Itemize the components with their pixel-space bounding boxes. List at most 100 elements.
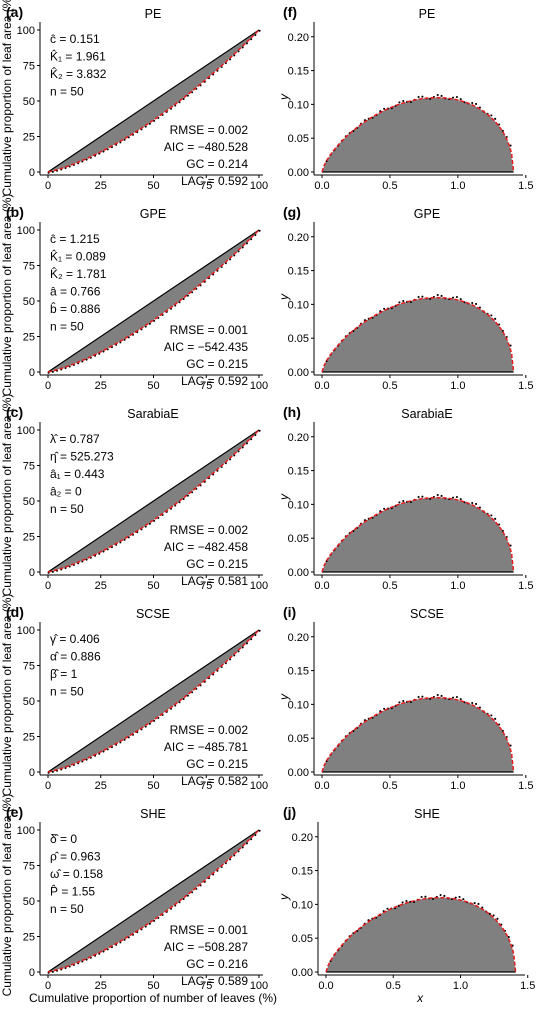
y-axis-label: y bbox=[277, 893, 291, 901]
observed-point bbox=[153, 319, 156, 322]
x-tick-label: 75 bbox=[200, 780, 212, 792]
observed-point bbox=[254, 833, 257, 837]
observed-point bbox=[490, 114, 493, 117]
observed-point bbox=[144, 925, 147, 928]
y-tick-label: 0.00 bbox=[288, 167, 309, 179]
y-tick-label: 0.05 bbox=[288, 133, 309, 145]
fit-statistic: GC = 0.215 bbox=[186, 557, 248, 571]
panel-label: (i) bbox=[283, 604, 296, 620]
observed-point bbox=[186, 694, 189, 697]
observed-point bbox=[405, 899, 408, 903]
observed-point bbox=[250, 638, 253, 641]
x-tick-label: 1.5 bbox=[518, 580, 533, 592]
observed-point bbox=[417, 695, 420, 699]
x-tick-label: 1.5 bbox=[518, 380, 533, 392]
x-tick-label: 75 bbox=[200, 180, 212, 192]
x-tick-label: 50 bbox=[147, 180, 159, 192]
observed-point bbox=[123, 538, 126, 541]
observed-point bbox=[509, 544, 512, 547]
parameter-estimate: P̂ = 1.55 bbox=[50, 884, 95, 899]
y-tick-label: 0.05 bbox=[288, 333, 309, 345]
observed-point bbox=[383, 707, 386, 710]
y-tick-label: 0.10 bbox=[288, 699, 309, 711]
observed-point bbox=[51, 970, 54, 973]
observed-point bbox=[475, 502, 478, 506]
panel-label: (h) bbox=[283, 404, 301, 420]
y-tick-label: 50 bbox=[23, 296, 35, 308]
observed-point bbox=[398, 501, 401, 504]
observed-point bbox=[245, 442, 248, 445]
y-axis-label: Cumulative proportion of leaf area (%) bbox=[0, 594, 14, 797]
observed-point bbox=[182, 897, 185, 901]
y-tick-label: 0.10 bbox=[288, 299, 309, 311]
x-tick-label: 50 bbox=[147, 380, 159, 392]
y-tick-label: 0.20 bbox=[292, 832, 313, 844]
observed-point bbox=[68, 565, 71, 568]
observed-point bbox=[148, 722, 151, 725]
x-tick-label: 0 bbox=[45, 180, 51, 192]
fit-statistic: LAC = 0.592 bbox=[181, 374, 248, 388]
parameter-estimate: b̂ = 0.886 bbox=[50, 301, 101, 316]
observed-point bbox=[85, 758, 88, 761]
observed-point bbox=[241, 446, 244, 449]
x-tick-label: 100 bbox=[250, 780, 268, 792]
panel-title: SHE bbox=[414, 807, 440, 821]
observed-point bbox=[383, 107, 386, 110]
observed-point bbox=[494, 517, 497, 520]
y-tick-label: 0.00 bbox=[288, 767, 309, 779]
observed-point bbox=[455, 295, 458, 299]
y-tick-label: 0.00 bbox=[288, 367, 309, 379]
observed-point bbox=[475, 702, 478, 706]
equality-line bbox=[47, 829, 260, 973]
observed-point bbox=[488, 912, 491, 915]
observed-point bbox=[178, 901, 181, 904]
observed-point bbox=[398, 301, 401, 304]
observed-point bbox=[509, 144, 512, 147]
panel-j: (j) SHE 0.0 0.5 1.0 1.5 0.00 0.05 0.10 0.15 0.20 y x bbox=[277, 804, 535, 1005]
x-tick-label: 0 bbox=[45, 780, 51, 792]
observed-point bbox=[233, 254, 236, 257]
observed-point bbox=[51, 370, 54, 373]
parameter-estimate: λ̂ = 0.787 bbox=[50, 432, 100, 446]
x-tick-label: 50 bbox=[147, 580, 159, 592]
observed-point bbox=[439, 893, 442, 897]
y-tick-label: 75 bbox=[23, 61, 35, 73]
observed-point bbox=[459, 298, 462, 301]
panel-label: (j) bbox=[283, 804, 296, 820]
parameter-estimate: δ̂ = 0 bbox=[50, 832, 77, 846]
observed-point bbox=[148, 522, 151, 525]
y-tick-label: 0.05 bbox=[288, 733, 309, 745]
y-tick-label: 0 bbox=[29, 567, 35, 579]
parameter-estimate: β̂ = 1 bbox=[50, 667, 78, 681]
observed-point bbox=[245, 642, 248, 645]
panel-i: (i) SCSE 0.0 0.5 1.0 1.5 0.00 0.05 0.10 0.15 0.20 y bbox=[277, 604, 533, 792]
y-axis-label: y bbox=[277, 293, 291, 301]
x-tick-label: 0.0 bbox=[314, 180, 329, 192]
x-tick-label: 25 bbox=[95, 380, 107, 392]
observed-point bbox=[51, 770, 54, 773]
fit-statistic: AIC = −482.458 bbox=[164, 540, 248, 554]
equality-line bbox=[47, 629, 260, 773]
y-tick-label: 25 bbox=[23, 132, 35, 144]
fit-statistic: GC = 0.216 bbox=[186, 957, 248, 971]
observed-point bbox=[178, 301, 181, 304]
x-tick-label: 1.0 bbox=[450, 380, 465, 392]
parameter-estimate: ĉ = 0.151 bbox=[50, 32, 100, 46]
parameter-estimate: α̂ = 0.886 bbox=[50, 650, 101, 664]
x-tick-label: 25 bbox=[95, 580, 107, 592]
observed-point bbox=[254, 433, 257, 437]
observed-point bbox=[509, 744, 512, 747]
fit-statistic: RMSE = 0.002 bbox=[170, 723, 249, 737]
observed-point bbox=[402, 699, 405, 703]
equality-line bbox=[47, 29, 260, 173]
y-tick-label: 0.10 bbox=[292, 899, 313, 911]
observed-point bbox=[424, 895, 427, 898]
observed-point bbox=[497, 123, 501, 126]
x-tick-label: 0.5 bbox=[382, 180, 397, 192]
y-tick-label: 50 bbox=[23, 896, 35, 908]
observed-point bbox=[421, 695, 424, 698]
observed-point bbox=[440, 494, 443, 497]
observed-point bbox=[153, 919, 156, 922]
